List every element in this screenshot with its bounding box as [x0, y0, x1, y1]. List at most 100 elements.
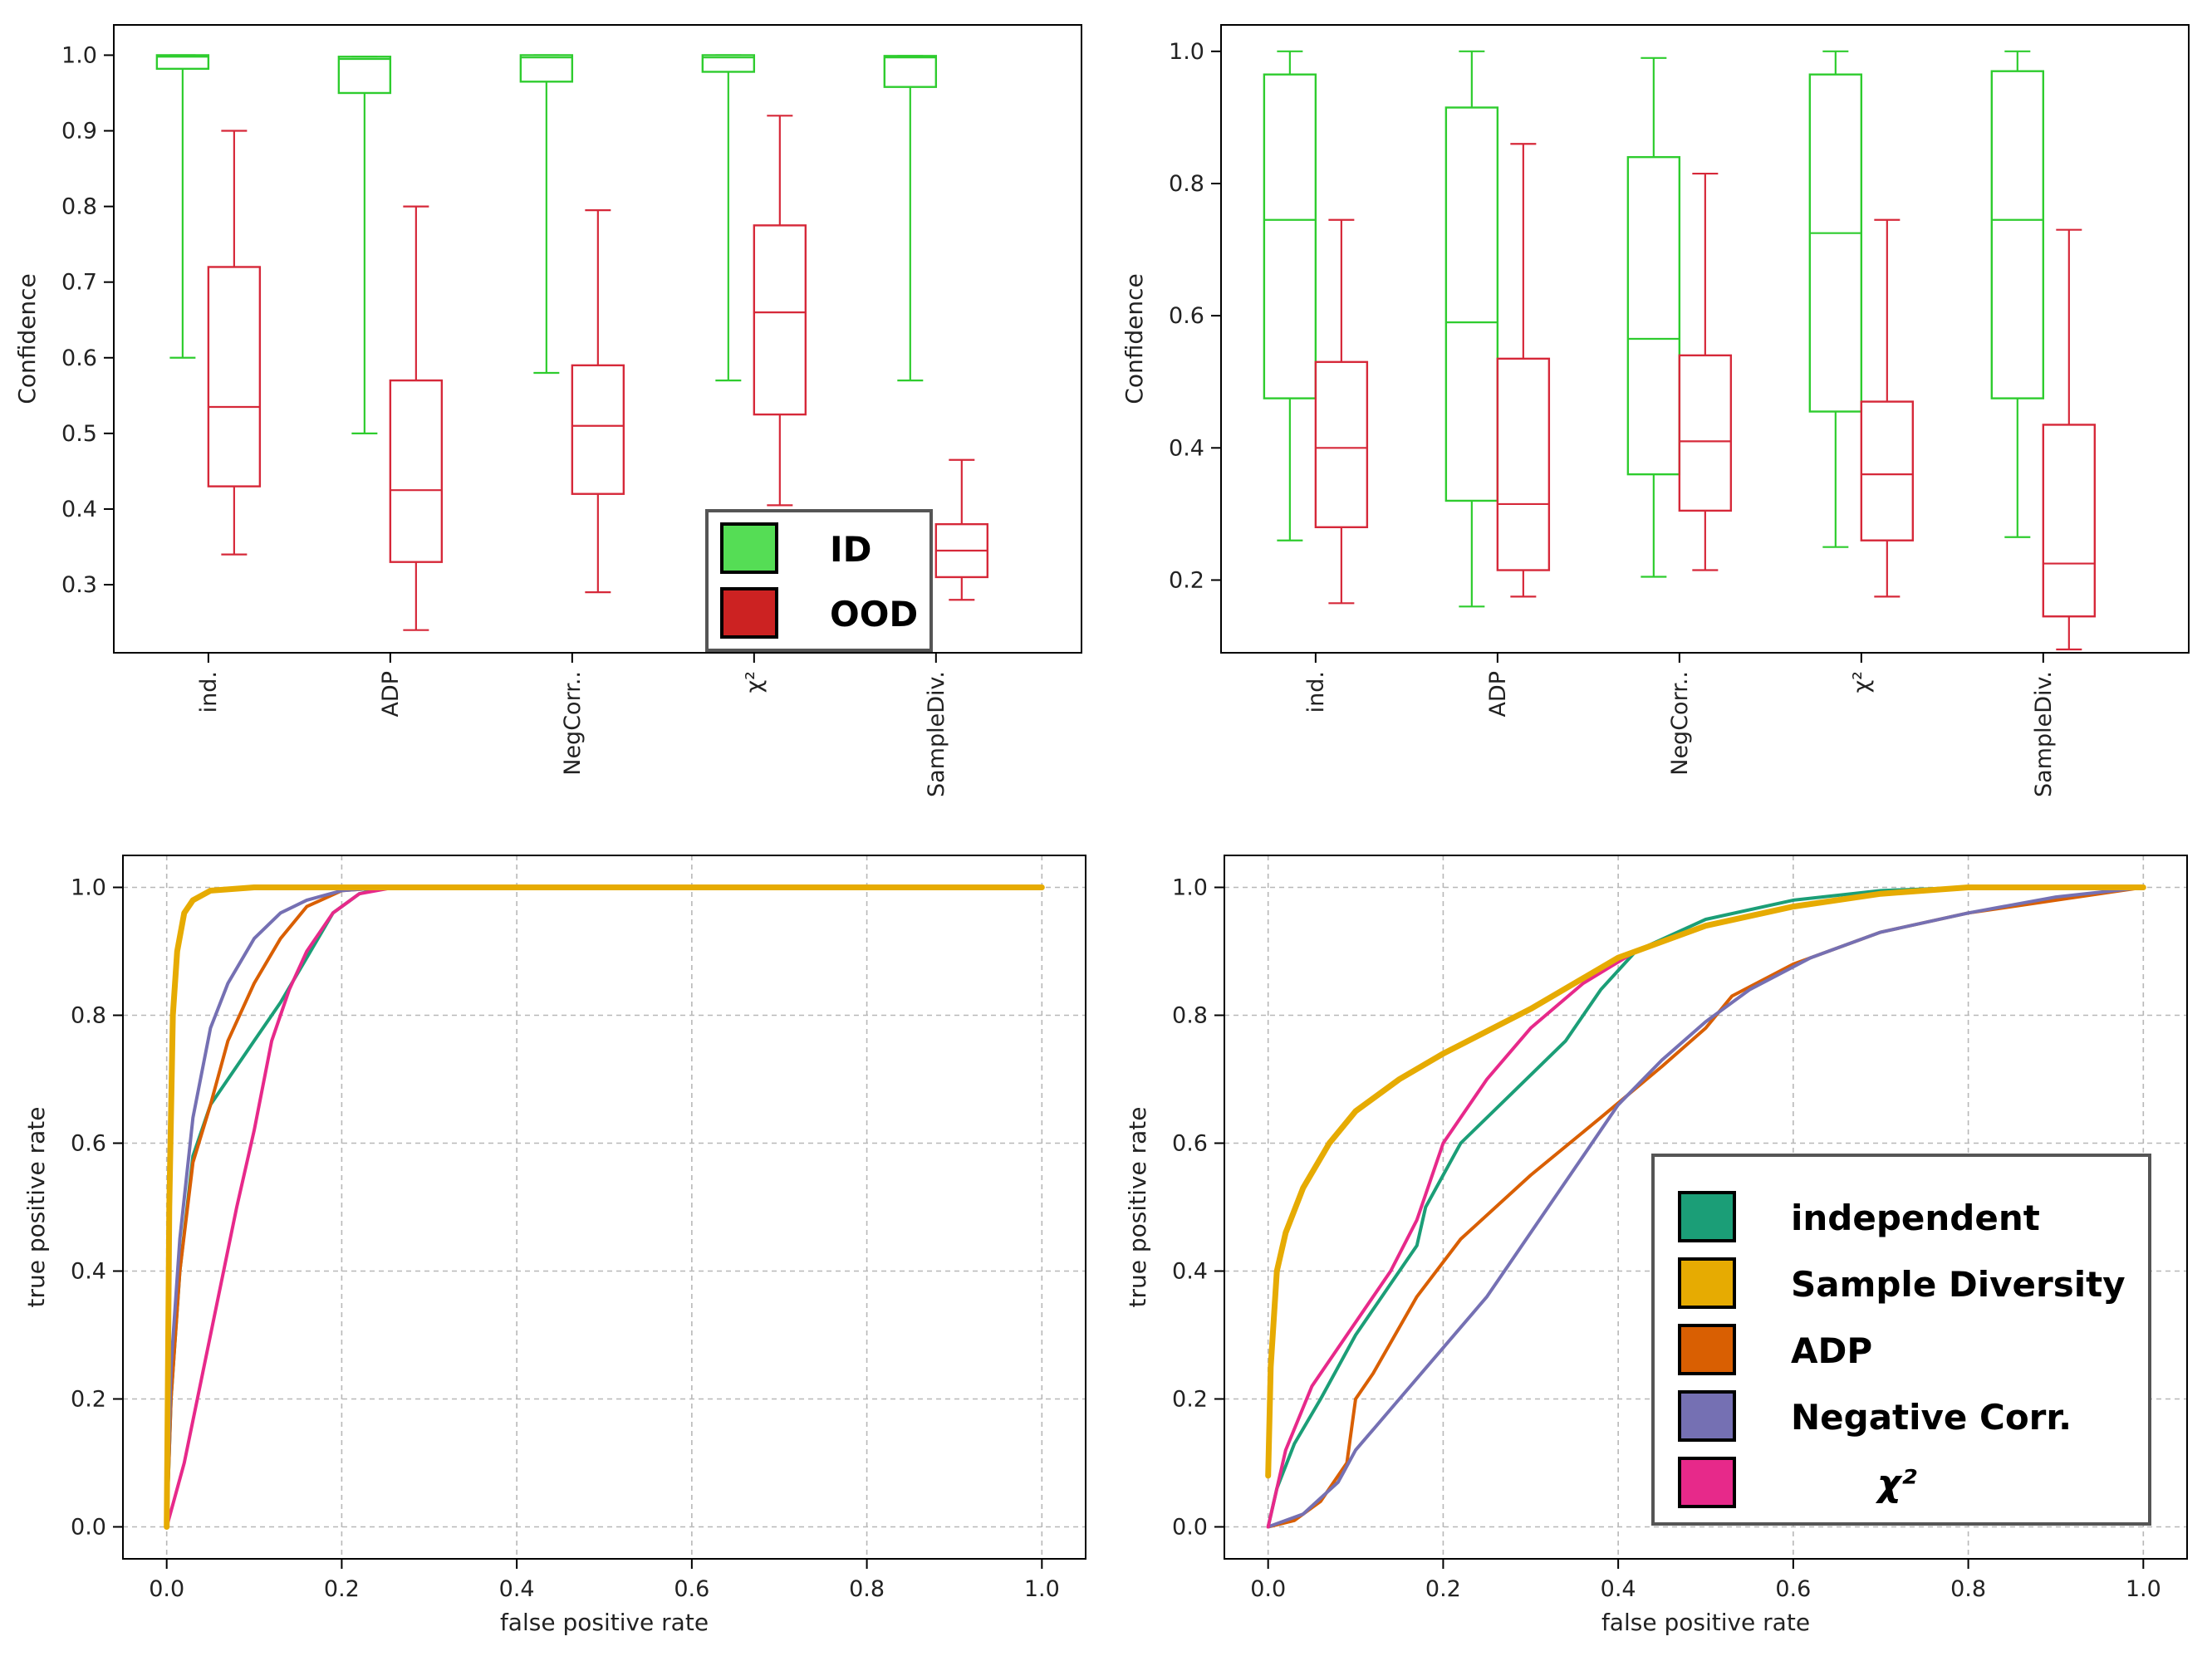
ood-box-2	[571, 209, 625, 594]
box-body	[155, 54, 210, 71]
legend: ID OOD	[705, 509, 933, 652]
y-tick-label: 1.0	[1169, 39, 1204, 65]
x-tick-label: ind.	[196, 671, 222, 713]
roc-line-independent	[1266, 885, 2146, 1529]
id-box-3	[701, 54, 756, 382]
x-tick-label: 0.0	[149, 1576, 184, 1602]
ood-box-1	[1496, 143, 1551, 598]
x-tick-label: NegCorr..	[560, 671, 586, 776]
legend-label-adp: ADP	[1791, 1330, 1872, 1371]
ood-box-4	[2042, 228, 2097, 651]
id-box-0	[1263, 50, 1317, 541]
y-tick-label: 0.2	[1169, 567, 1204, 593]
box-body	[1808, 73, 1863, 413]
ood-box-1	[389, 205, 444, 631]
ood-box-3	[1860, 218, 1915, 598]
y-tick-label: 0.3	[61, 572, 97, 598]
y-tick-label: 0.2	[71, 1387, 106, 1413]
box-body	[1496, 357, 1551, 571]
x-tick-label: ADP	[378, 671, 404, 718]
x-axis-label: false positive rate	[500, 1609, 709, 1636]
legend-label-id: ID	[830, 529, 872, 570]
x-tick-label: 0.8	[1950, 1576, 1986, 1602]
box-body	[1444, 106, 1499, 502]
roc-line-sample-diversity	[1265, 884, 2146, 1479]
x-tick-label: 0.4	[1601, 1576, 1636, 1602]
y-tick-label: 0.8	[61, 194, 97, 220]
ood-box-4	[934, 458, 989, 601]
y-tick-label: 0.6	[61, 345, 97, 371]
y-tick-label: 0.6	[71, 1131, 106, 1157]
box-body	[519, 54, 574, 83]
legend-label-sample-diversity: Sample Diversity	[1791, 1264, 2126, 1305]
roc-line-sample-diversity	[164, 884, 1045, 1530]
legend-label-ood: OOD	[830, 594, 918, 634]
roc-curve-right: 0.0 0.2 0.4 0.6 0.8 1.0 true positive rate 0.0 0…	[1124, 855, 2188, 1636]
axes-frame	[113, 24, 1082, 654]
legend-label-negative-corr: Negative Corr.	[1791, 1397, 2072, 1438]
x-tick-label: ind.	[1303, 671, 1329, 713]
y-tick-label: 0.7	[61, 270, 97, 296]
axes-frame	[122, 855, 1086, 1560]
box-body	[1626, 155, 1681, 476]
id-box-1	[1444, 50, 1499, 608]
y-tick-label: 0.8	[71, 1003, 106, 1029]
ood-box-0	[1314, 218, 1369, 605]
x-tick-label: 0.6	[674, 1576, 709, 1602]
legend-swatch-chi2	[1678, 1457, 1736, 1508]
box-body	[337, 56, 392, 95]
y-tick-label: 0.2	[1172, 1387, 1208, 1413]
box-body	[1263, 73, 1317, 399]
y-tick-label: 1.0	[71, 875, 106, 901]
y-axis-label: Confidence	[13, 273, 41, 404]
box-body	[701, 54, 756, 73]
y-tick-label: 0.8	[1172, 1003, 1208, 1029]
id-box-2	[519, 54, 574, 375]
y-tick-label: 0.6	[1169, 303, 1204, 329]
ood-box-0	[207, 130, 262, 556]
y-tick-label: 0.4	[1169, 435, 1204, 461]
y-tick-label: 0.0	[1172, 1515, 1208, 1541]
legend-swatch-adp	[1678, 1324, 1736, 1375]
box-body	[1990, 70, 2045, 399]
box-body	[883, 55, 938, 88]
id-box-3	[1808, 50, 1863, 548]
legend-swatch-sample-diversity	[1678, 1257, 1736, 1309]
id-box-1	[337, 56, 392, 434]
legend-swatch-ood	[720, 587, 778, 639]
y-tick-label: 0.8	[1169, 171, 1204, 197]
y-tick-label: 0.4	[71, 1259, 106, 1285]
id-box-4	[883, 55, 938, 382]
confidence-boxplot-left: 0.3 0.4 0.5 0.6 0.7 0.8 0.9 1.0 Confidence ind. AD…	[13, 24, 1082, 797]
box-body	[1860, 400, 1915, 541]
y-axis-label: Confidence	[1121, 273, 1148, 404]
box-body	[753, 224, 807, 416]
x-tick-label: χ²	[1849, 671, 1875, 693]
box-body	[1314, 360, 1369, 529]
y-tick-label: 1.0	[1172, 875, 1208, 901]
x-axis-label: false positive rate	[1601, 1609, 1810, 1636]
box-body	[571, 364, 625, 495]
x-tick-label: 1.0	[1024, 1576, 1060, 1602]
x-tick-label: 0.2	[1425, 1576, 1461, 1602]
x-tick-label: 0.2	[324, 1576, 360, 1602]
box-body	[207, 266, 262, 487]
id-box-4	[1990, 50, 2045, 538]
y-axis-label: true positive rate	[1124, 1107, 1151, 1308]
x-tick-label: 0.4	[499, 1576, 535, 1602]
legend-swatch-independent	[1678, 1191, 1736, 1242]
axes-frame	[1224, 855, 2188, 1560]
x-tick-label: ADP	[1485, 671, 1511, 718]
legend-swatch-id	[720, 522, 778, 574]
x-tick-label: χ²	[742, 671, 768, 693]
id-box-0	[155, 54, 210, 359]
roc-line-chi2	[164, 885, 1044, 1529]
x-tick-label: 0.0	[1250, 1576, 1286, 1602]
ood-box-2	[1678, 172, 1733, 571]
y-tick-label: 0.6	[1172, 1131, 1208, 1157]
y-tick-label: 0.0	[71, 1515, 106, 1541]
box-body	[2042, 424, 2097, 618]
ood-box-3	[753, 115, 807, 507]
y-axis-label: true positive rate	[22, 1107, 50, 1308]
